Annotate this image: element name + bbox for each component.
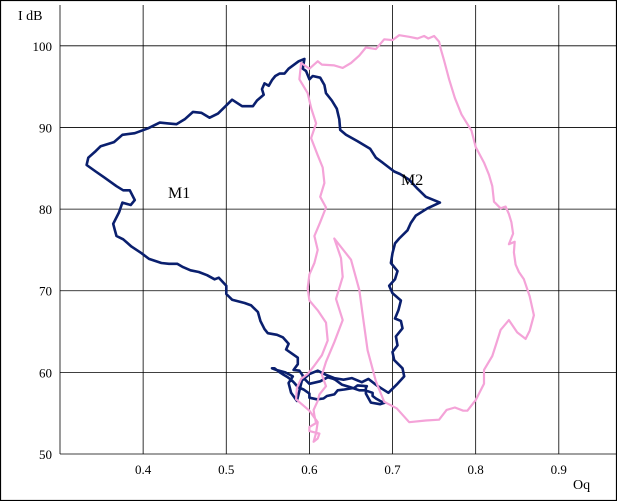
- y-tick-label: 50: [39, 447, 52, 462]
- y-tick-label: 90: [39, 120, 52, 135]
- x-axis-title: Oq: [573, 478, 590, 493]
- series-label-m1: M1: [168, 185, 190, 202]
- y-tick-label: 100: [33, 39, 53, 54]
- series-line-m1: [85, 57, 442, 406]
- y-tick-label: 60: [39, 365, 52, 380]
- tick-layer: 0.4 0.5 0.6 0.7 0.8 0.9 50 60 70 80 90 100: [33, 39, 567, 477]
- x-tick-label: 0.8: [468, 462, 484, 477]
- x-tick-label: 0.9: [551, 462, 567, 477]
- y-tick-label: 80: [39, 202, 52, 217]
- y-axis-title: I dB: [18, 9, 43, 24]
- grid-layer: [59, 5, 617, 455]
- series-layer: [85, 34, 536, 443]
- series-label-m2: M2: [401, 172, 423, 189]
- x-tick-label: 0.5: [218, 462, 234, 477]
- x-tick-label: 0.7: [384, 462, 401, 477]
- series-line-m2: [295, 34, 536, 443]
- x-tick-label: 0.4: [135, 462, 152, 477]
- y-tick-label: 70: [39, 284, 52, 299]
- x-tick-label: 0.6: [301, 462, 318, 477]
